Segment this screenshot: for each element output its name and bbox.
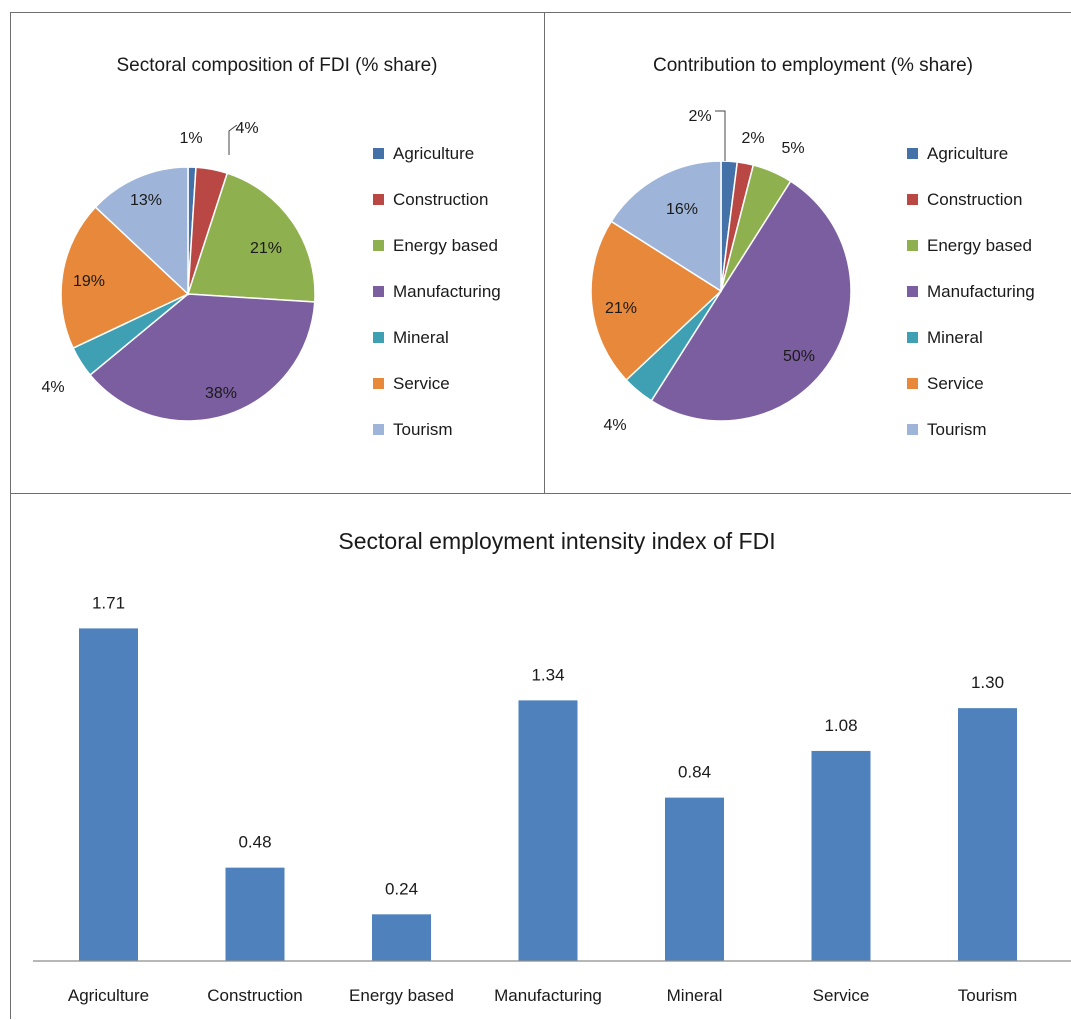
legend-item-manufacturing: Manufacturing — [927, 282, 1035, 301]
data-label-manufacturing: 38% — [205, 385, 237, 402]
legend-item-service: Service — [927, 374, 984, 393]
pie-slice-tourism — [610, 160, 722, 293]
data-label-tourism: 13% — [130, 192, 162, 209]
legend-item-tourism: Tourism — [927, 420, 987, 439]
data-label-construction: 4% — [235, 120, 258, 137]
legend-item-manufacturing: Manufacturing — [393, 282, 501, 301]
data-label-mineral: 4% — [41, 379, 64, 396]
employment-intensity-chart-title: Sectoral employment intensity index of F… — [338, 528, 775, 554]
legend-swatch-energy-based — [373, 240, 384, 251]
legend-swatch-manufacturing — [907, 286, 918, 297]
legend-swatch-construction — [373, 194, 384, 205]
pie-slice-service — [60, 206, 190, 350]
legend-item-construction: Construction — [927, 190, 1022, 209]
employment-contribution-chart-panel: Contribution to employment (% share) 2% 2… — [545, 12, 1071, 494]
x-tick-label-tourism: Tourism — [958, 986, 1018, 1005]
bar-mineral — [665, 797, 724, 961]
x-tick-label-service: Service — [813, 986, 870, 1005]
legend-swatch-agriculture — [907, 148, 918, 159]
bar-tourism — [958, 708, 1017, 961]
bar-value-label-manufacturing: 1.34 — [531, 665, 564, 684]
bar-construction — [225, 867, 285, 961]
legend-swatch-mineral — [907, 332, 918, 343]
legend-item-agriculture: Agriculture — [927, 144, 1008, 163]
bar-energy-based — [372, 914, 431, 961]
legend-swatch-energy-based — [907, 240, 918, 251]
data-label-agriculture: 1% — [179, 130, 202, 147]
legend-swatch-tourism — [373, 424, 384, 435]
leader-line-construction — [228, 124, 238, 155]
employment-intensity-bar-chart: Sectoral employment intensity index of F… — [33, 528, 1071, 1005]
data-label-manufacturing: 50% — [783, 348, 815, 365]
fdi-composition-chart-panel: Sectoral composition of FDI (% share) 1%… — [10, 12, 545, 494]
employment-contribution-chart-title: Contribution to employment (% share) — [653, 55, 973, 76]
legend-swatch-mineral — [373, 332, 384, 343]
bar-value-label-mineral: 0.84 — [678, 763, 711, 782]
bar-value-label-service: 1.08 — [824, 716, 857, 735]
pie-slice-energy-based — [186, 172, 316, 303]
legend-item-tourism: Tourism — [393, 420, 453, 439]
bar-manufacturing — [518, 700, 578, 961]
legend-item-agriculture: Agriculture — [393, 144, 474, 163]
data-label-service: 21% — [605, 300, 637, 317]
legend-swatch-agriculture — [373, 148, 384, 159]
bar-agriculture — [79, 628, 138, 961]
bar-service — [811, 750, 871, 961]
legend-swatch-tourism — [907, 424, 918, 435]
legend-swatch-service — [907, 378, 918, 389]
pie-slice-tourism — [94, 166, 189, 296]
legend-item-mineral: Mineral — [927, 328, 983, 347]
leader-line-agriculture — [715, 110, 726, 161]
data-label-energy-based: 5% — [781, 140, 804, 157]
legend-item-energy-based: Energy based — [927, 236, 1032, 255]
legend-swatch-service — [373, 378, 384, 389]
pie-slice-manufacturing — [89, 293, 316, 422]
x-tick-label-construction: Construction — [207, 986, 302, 1005]
bar-value-label-agriculture: 1.71 — [92, 593, 125, 612]
data-label-energy-based: 21% — [250, 240, 282, 257]
data-label-agriculture: 2% — [688, 108, 711, 125]
data-label-construction: 2% — [741, 130, 764, 147]
bar-value-label-construction: 0.48 — [238, 833, 271, 852]
data-label-tourism: 16% — [666, 201, 698, 218]
bar-value-label-tourism: 1.30 — [971, 673, 1004, 692]
bar-value-label-energy-based: 0.24 — [385, 879, 418, 898]
fdi-composition-pie-chart: Sectoral composition of FDI (% share) 1%… — [41, 55, 501, 439]
legend-swatch-construction — [907, 194, 918, 205]
fdi-composition-chart-title: Sectoral composition of FDI (% share) — [116, 55, 437, 76]
x-tick-label-energy-based: Energy based — [349, 986, 454, 1005]
employment-intensity-chart-panel: Sectoral employment intensity index of F… — [10, 493, 1071, 1019]
x-tick-label-manufacturing: Manufacturing — [494, 986, 602, 1005]
pie-slice-service — [590, 220, 723, 382]
data-label-service: 19% — [73, 273, 105, 290]
pie-slice-manufacturing — [650, 180, 852, 422]
data-label-mineral: 4% — [603, 417, 626, 434]
legend-item-mineral: Mineral — [393, 328, 449, 347]
x-tick-label-agriculture: Agriculture — [68, 986, 149, 1005]
legend-item-service: Service — [393, 374, 450, 393]
x-tick-label-mineral: Mineral — [667, 986, 723, 1005]
legend-swatch-manufacturing — [373, 286, 384, 297]
employment-contribution-pie-chart: Contribution to employment (% share) 2% 2… — [590, 55, 1035, 439]
legend-item-energy-based: Energy based — [393, 236, 498, 255]
legend-item-construction: Construction — [393, 190, 488, 209]
